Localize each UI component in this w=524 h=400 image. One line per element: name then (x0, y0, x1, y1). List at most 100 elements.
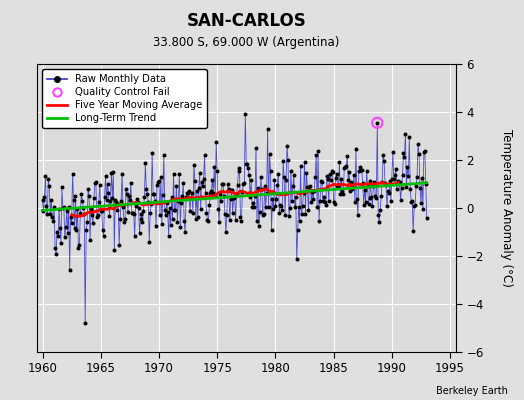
Point (387, 198, 395, 204)
Point (422, 181, 430, 188)
Point (355, 168, 363, 174)
Point (299, 190, 308, 196)
Point (184, 190, 192, 196)
Point (271, 203, 280, 210)
Point (101, 194, 109, 200)
Point (167, 222, 175, 228)
Point (364, 200, 373, 207)
Point (389, 149, 397, 156)
Point (373, 120, 381, 126)
Point (212, 139, 221, 145)
Point (418, 175, 426, 181)
Point (377, 193, 385, 200)
Point (337, 176, 345, 182)
Point (376, 206, 385, 213)
Point (196, 206, 205, 212)
Point (411, 202, 419, 208)
Point (323, 173, 331, 180)
Point (115, 242, 123, 248)
Point (228, 210, 237, 216)
Point (187, 195, 195, 201)
Point (396, 179, 404, 186)
Point (152, 222, 160, 229)
Point (336, 191, 345, 198)
Point (119, 204, 127, 211)
Point (117, 198, 125, 204)
Point (153, 182, 161, 188)
Point (254, 184, 262, 191)
Point (85, 192, 93, 199)
Point (193, 188, 201, 194)
Point (90, 195, 98, 201)
Point (314, 148, 322, 154)
Point (260, 182, 269, 189)
Point (284, 157, 292, 163)
Point (89, 220, 97, 226)
Point (332, 171, 341, 177)
Point (335, 159, 344, 165)
Point (47, 196, 56, 203)
Point (223, 212, 231, 218)
Point (248, 204, 256, 210)
Point (291, 204, 299, 210)
Point (392, 186, 401, 192)
Point (297, 163, 305, 169)
Point (143, 191, 151, 198)
Point (103, 180, 112, 187)
Point (162, 200, 171, 206)
Point (390, 172, 399, 179)
Point (142, 186, 150, 192)
Point (357, 167, 366, 173)
Point (239, 181, 247, 188)
Point (278, 206, 287, 213)
Point (378, 179, 386, 186)
Point (97, 208, 106, 214)
Point (58, 184, 66, 191)
Point (246, 194, 254, 200)
Point (127, 180, 135, 186)
Point (305, 183, 313, 190)
Point (88, 212, 96, 218)
Point (324, 198, 333, 204)
Point (204, 217, 213, 224)
Point (350, 172, 358, 179)
Point (217, 198, 225, 204)
Point (296, 218, 304, 224)
Point (252, 145, 260, 151)
Point (308, 189, 316, 196)
Point (72, 227, 81, 233)
Point (165, 232, 173, 239)
Point (179, 180, 188, 186)
Point (359, 202, 368, 208)
Point (382, 182, 390, 188)
Point (276, 202, 285, 208)
Point (319, 198, 327, 204)
Point (74, 245, 83, 251)
Point (137, 211, 146, 218)
Point (404, 173, 412, 179)
Point (80, 210, 89, 217)
Point (136, 216, 145, 223)
Point (245, 172, 254, 179)
Point (57, 239, 65, 246)
Point (324, 176, 332, 182)
Point (93, 214, 101, 221)
Point (106, 198, 115, 204)
Point (301, 210, 310, 217)
Point (225, 186, 233, 193)
Point (283, 143, 291, 150)
Point (361, 187, 369, 193)
Point (230, 194, 238, 201)
Point (371, 192, 379, 199)
Point (46, 210, 54, 217)
Point (384, 188, 392, 194)
Point (343, 153, 352, 160)
Point (62, 224, 70, 230)
Point (258, 212, 267, 218)
Point (121, 216, 129, 222)
Point (113, 207, 122, 214)
Point (288, 198, 296, 205)
Point (48, 214, 57, 220)
Point (405, 134, 413, 140)
Point (290, 172, 298, 178)
